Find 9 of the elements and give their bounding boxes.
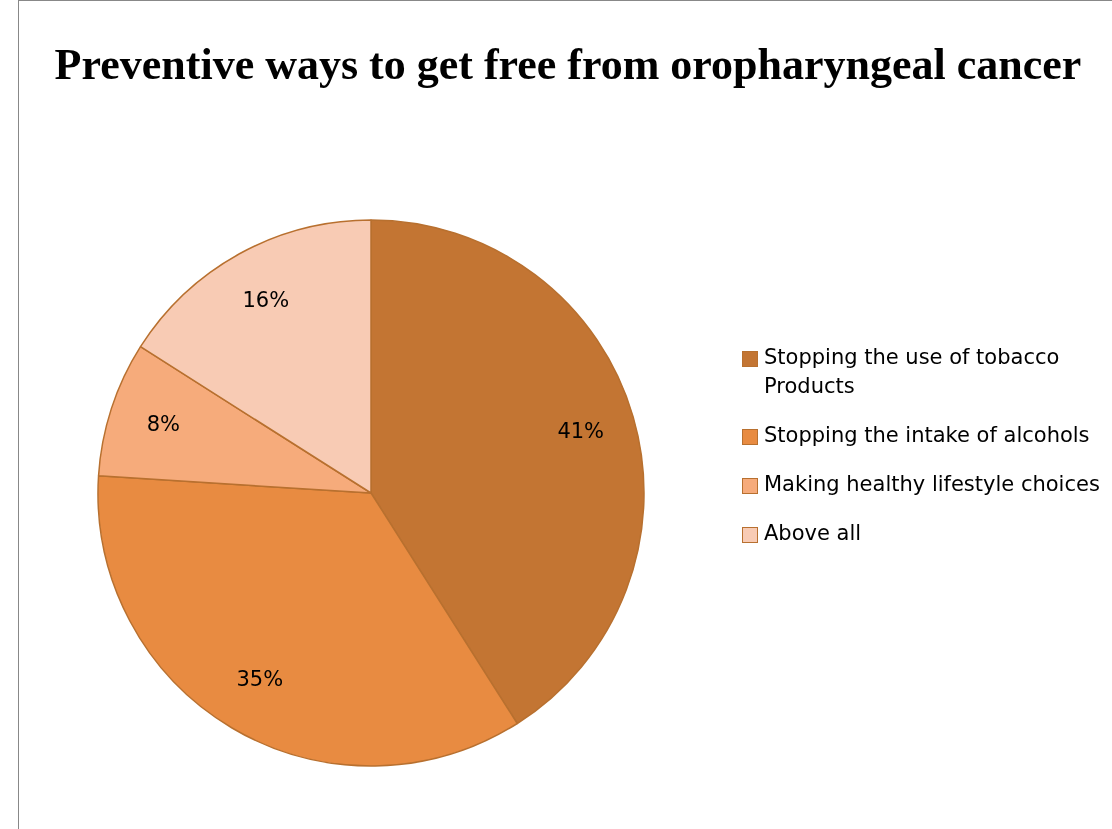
legend-label: Making healthy lifestyle choices	[764, 471, 1100, 498]
legend-label: Stopping the intake of alcohols	[764, 422, 1090, 449]
data-label: 35%	[236, 667, 284, 692]
data-label: 16%	[242, 288, 290, 313]
data-label: 8%	[146, 411, 180, 436]
chart-title: Preventive ways to get free from oropharyngeal cancer	[53, 39, 1083, 91]
legend-label: Above all	[764, 520, 862, 547]
legend-label: Stopping the use of tobacco Products	[764, 344, 1061, 400]
data-label: 41%	[557, 418, 605, 443]
